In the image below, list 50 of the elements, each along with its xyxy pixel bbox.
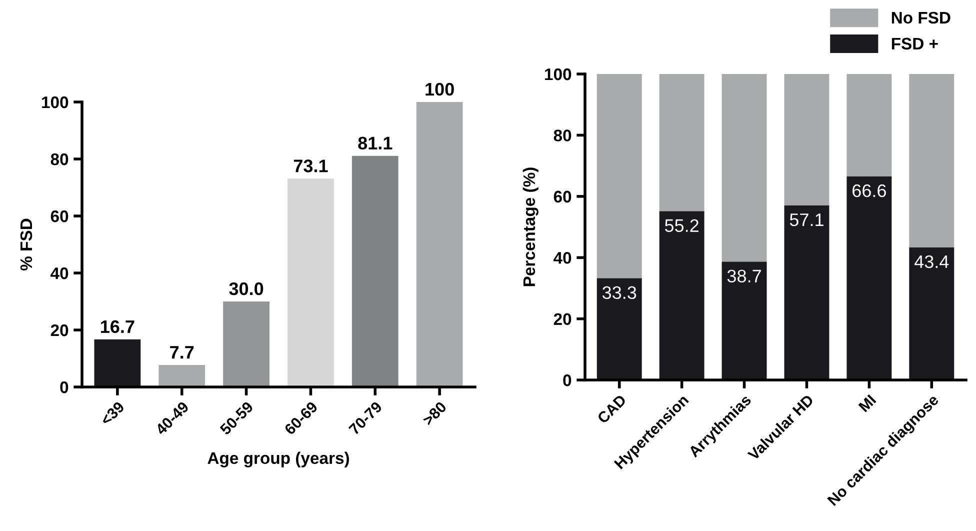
y-tick-label: 80 xyxy=(554,130,572,142)
bar xyxy=(596,74,642,278)
y-tick-label: 100 xyxy=(545,68,572,80)
data-label: 66.6 xyxy=(852,184,886,198)
bar xyxy=(352,156,398,387)
bar xyxy=(223,302,270,387)
x-tick-label: <39 xyxy=(100,400,125,426)
x-tick-label: >80 xyxy=(422,400,448,426)
bar xyxy=(659,211,704,380)
bar xyxy=(909,247,954,380)
bar xyxy=(722,74,767,262)
legend-label: FSD + xyxy=(892,38,938,50)
bar xyxy=(94,339,141,387)
data-label: 81.1 xyxy=(358,136,392,150)
y-tick-label: 80 xyxy=(50,153,68,166)
bar xyxy=(288,178,334,387)
data-label: 16.7 xyxy=(101,320,134,334)
bar xyxy=(158,365,206,387)
bar xyxy=(416,102,463,387)
data-label: 100 xyxy=(426,82,454,96)
data-label: 55.2 xyxy=(664,219,698,232)
data-label: 33.3 xyxy=(602,286,636,300)
x-axis-title: Age group (years) xyxy=(208,452,349,468)
legend-label: No FSD xyxy=(892,12,950,24)
y-tick-label: 20 xyxy=(50,324,68,336)
y-tick-label: 0 xyxy=(60,381,68,394)
bar xyxy=(846,176,892,380)
y-tick-label: 0 xyxy=(563,374,572,386)
data-label: 30.0 xyxy=(229,282,264,296)
bar xyxy=(846,74,892,176)
data-label: 43.4 xyxy=(914,255,949,268)
data-label: 7.7 xyxy=(170,346,194,359)
y-tick-label: 40 xyxy=(50,267,68,280)
data-label: 57.1 xyxy=(790,214,824,226)
y-tick-label: 40 xyxy=(554,252,572,264)
y-tick-label: 20 xyxy=(554,313,572,326)
y-tick-label: 60 xyxy=(554,190,572,203)
y-tick-label: 100 xyxy=(42,96,68,108)
bar xyxy=(659,74,704,212)
y-axis-title: % FSD xyxy=(20,218,32,270)
x-tick-label: MI xyxy=(858,394,876,412)
bar xyxy=(784,205,830,380)
bar xyxy=(909,74,954,248)
bar xyxy=(722,262,767,380)
data-label: 73.1 xyxy=(294,160,328,172)
data-label: 38.7 xyxy=(727,270,761,282)
y-tick-label: 60 xyxy=(50,210,68,222)
bar xyxy=(596,278,642,380)
bar xyxy=(784,74,830,206)
y-axis-title: Percentage (%) xyxy=(522,168,538,286)
